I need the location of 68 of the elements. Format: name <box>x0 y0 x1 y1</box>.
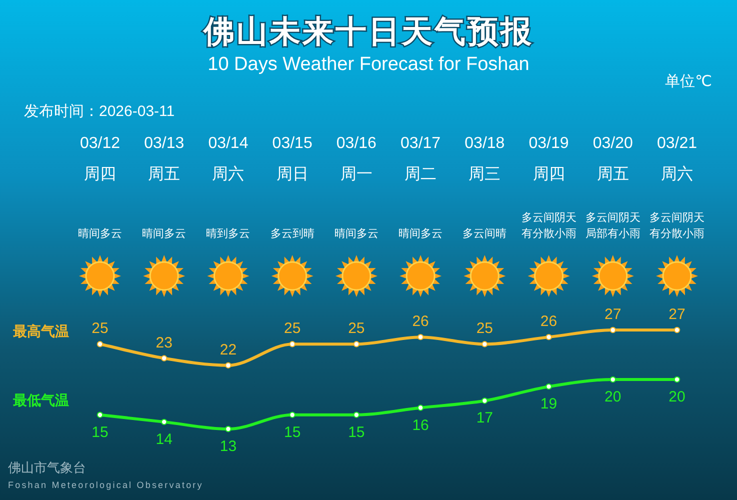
point <box>610 326 616 334</box>
point <box>225 362 232 368</box>
point <box>482 341 488 348</box>
text: 多云间阴天有分散小雨 <box>650 212 704 240</box>
data-label: 26 <box>412 313 429 330</box>
text: 晴到多云 <box>206 227 250 240</box>
point <box>546 383 552 390</box>
data-label: 16 <box>412 416 429 434</box>
text: 晴间多云 <box>78 227 122 240</box>
text: 发布时间：2026-03-11 <box>24 103 175 120</box>
data-label: 22 <box>220 341 237 358</box>
data-label: 27 <box>668 306 686 323</box>
point <box>289 341 296 348</box>
data-label: 25 <box>476 320 494 338</box>
text: 最低气温 <box>12 392 69 408</box>
point <box>161 355 168 362</box>
data-label: 25 <box>348 320 365 338</box>
text: 多云间阴天有分散小雨 <box>521 212 576 240</box>
point <box>417 404 424 411</box>
point <box>161 418 168 426</box>
x-tick-label: 03/20 周五 <box>592 135 634 183</box>
x-tick-label: 03/19 周四 <box>528 135 569 183</box>
point <box>546 334 552 340</box>
data-label: 15 <box>92 424 108 441</box>
data-label: 15 <box>284 424 301 441</box>
point <box>225 426 232 432</box>
text: 晴间多云 <box>142 227 186 240</box>
point <box>610 376 616 383</box>
text: 多云间阴天局部有小雨 <box>585 212 640 240</box>
point <box>417 334 424 340</box>
data-label: 26 <box>540 313 558 330</box>
x-tick-label: 03/18 周三 <box>464 135 505 183</box>
text: 最高气温 <box>12 323 69 339</box>
data-label: 13 <box>220 438 237 455</box>
x-tick-label: 03/13 周五 <box>144 135 184 183</box>
point <box>96 341 104 348</box>
text: 晴间多云 <box>398 227 443 240</box>
text: Foshan Meteorological Observatory <box>8 480 204 490</box>
x-tick-label: 03/14 周六 <box>208 135 248 183</box>
text: 佛山市气象台 <box>8 460 86 475</box>
data-label: 19 <box>540 396 558 413</box>
text: 晴间多云 <box>334 227 378 240</box>
text: 单位℃ <box>665 73 712 90</box>
text: 多云到晴 <box>270 227 314 240</box>
point <box>674 376 680 383</box>
point <box>96 412 104 418</box>
x-tick-label: 03/16 周一 <box>336 135 377 183</box>
data-label: 25 <box>92 320 108 338</box>
chart-subtitle: 10 Days Weather Forecast for Foshan <box>208 54 530 75</box>
data-label: 15 <box>348 424 365 441</box>
data-label: 27 <box>604 306 622 323</box>
chart-title: 佛山未来十日天气预报 <box>202 14 534 49</box>
x-tick-label: 03/21 周六 <box>656 135 698 183</box>
point <box>674 326 680 334</box>
x-tick-label: 03/12 周四 <box>80 135 120 183</box>
point <box>289 412 296 418</box>
data-label: 23 <box>156 334 172 352</box>
data-label: 25 <box>284 320 301 338</box>
text: 多云间晴 <box>462 227 507 240</box>
point <box>353 412 360 418</box>
point <box>353 341 360 348</box>
x-tick-label: 03/15 周日 <box>272 135 312 183</box>
data-label: 14 <box>156 430 172 448</box>
data-label: 20 <box>604 388 622 406</box>
point <box>482 398 488 404</box>
x-tick-label: 03/17 周二 <box>400 135 441 183</box>
data-label: 17 <box>476 410 494 427</box>
data-label: 20 <box>668 388 686 406</box>
